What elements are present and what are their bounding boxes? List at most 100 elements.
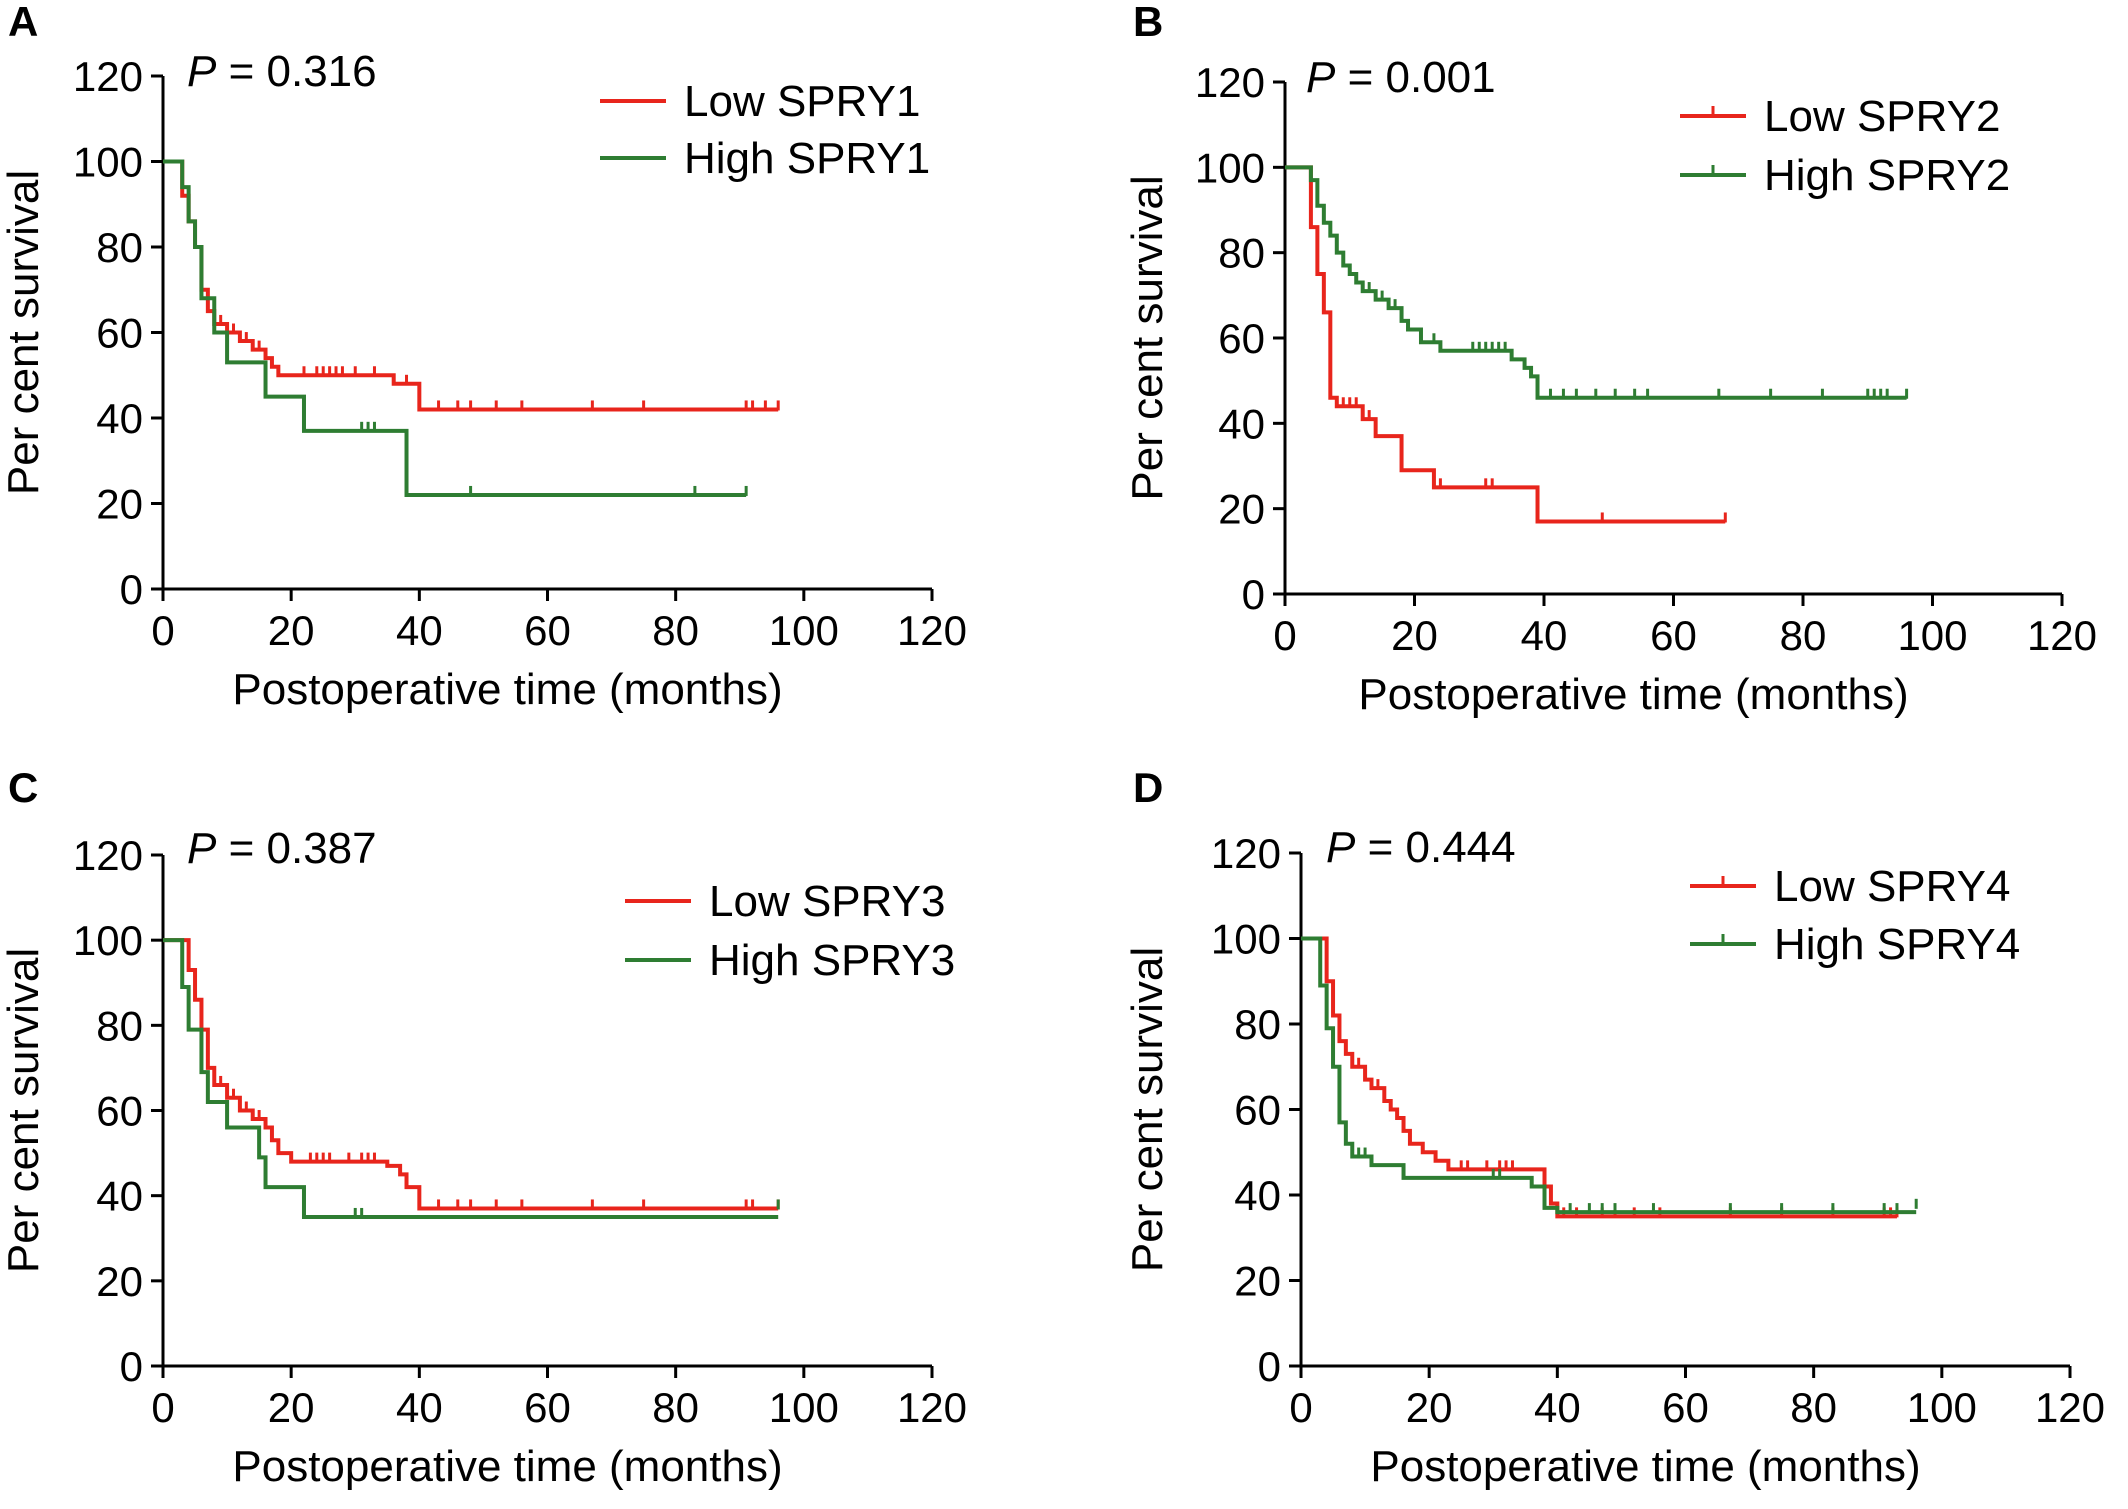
legend-label: Low SPRY2 bbox=[1764, 92, 2000, 141]
x-tick-label: 80 bbox=[1790, 1384, 1837, 1431]
x-tick-label: 20 bbox=[268, 607, 315, 654]
y-tick-label: 40 bbox=[96, 1173, 143, 1220]
y-tick-label: 20 bbox=[96, 1258, 143, 1305]
x-tick-label: 60 bbox=[524, 607, 571, 654]
y-axis-title: Per cent survival bbox=[0, 170, 48, 495]
y-tick-label: 80 bbox=[1218, 230, 1265, 277]
legend: Low SPRY1 High SPRY1 bbox=[600, 77, 930, 183]
x-tick-label: 80 bbox=[1780, 612, 1827, 659]
survival-curve bbox=[163, 159, 747, 497]
p-value: P = 0.387 bbox=[187, 824, 377, 873]
p-value-number: = 0.387 bbox=[216, 824, 376, 873]
survival-curve bbox=[1301, 936, 1917, 1215]
chart-panel-c: C 0 20 40 60 80 100 120 0 20 40 60 80 100 120 Postopera… bbox=[0, 764, 967, 1491]
legend: Low SPRY3 High SPRY3 bbox=[625, 877, 955, 985]
p-value: P = 0.316 bbox=[187, 47, 377, 96]
legend-label: High SPRY4 bbox=[1774, 920, 2020, 969]
x-tick-label: 100 bbox=[769, 607, 839, 654]
y-tick-label: 0 bbox=[1242, 571, 1265, 618]
x-tick-label: 40 bbox=[396, 1384, 443, 1431]
legend-label: Low SPRY4 bbox=[1774, 862, 2010, 911]
x-axis-title: Postoperative time (months) bbox=[232, 665, 782, 714]
y-tick-label: 20 bbox=[1234, 1258, 1281, 1305]
legend-label: High SPRY1 bbox=[684, 134, 930, 183]
y-tick-label: 120 bbox=[1195, 59, 1265, 106]
y-tick-label: 0 bbox=[120, 1343, 143, 1390]
x-tick-label: 20 bbox=[268, 1384, 315, 1431]
x-tick-label: 120 bbox=[2027, 612, 2097, 659]
y-tick-label: 40 bbox=[96, 395, 143, 442]
chart-panel-d: D 0 20 40 60 80 100 120 0 20 40 60 80 100 120 Postopera… bbox=[1123, 764, 2105, 1491]
series-low-spry3 bbox=[163, 938, 780, 1211]
panel-letter: C bbox=[8, 764, 38, 811]
chart-panel-b: B 0 20 40 60 80 100 120 0 20 40 60 80 100 120 Postopera… bbox=[1123, 0, 2097, 719]
p-value: P = 0.444 bbox=[1326, 823, 1516, 872]
x-tick-label: 0 bbox=[1273, 612, 1296, 659]
y-tick-label: 60 bbox=[1234, 1087, 1281, 1134]
x-tick-label: 0 bbox=[151, 607, 174, 654]
series-low-spry2 bbox=[1285, 165, 1727, 524]
y-tick-label: 120 bbox=[73, 832, 143, 879]
x-tick-label: 120 bbox=[897, 1384, 967, 1431]
y-axis-title: Per cent survival bbox=[1123, 947, 1172, 1272]
y-tick-label: 100 bbox=[73, 139, 143, 186]
x-tick-label: 60 bbox=[1662, 1384, 1709, 1431]
x-tick-label: 20 bbox=[1391, 612, 1438, 659]
y-tick-label: 60 bbox=[1218, 315, 1265, 362]
series-high-spry2 bbox=[1285, 165, 1909, 400]
legend: Low SPRY4 High SPRY4 bbox=[1690, 862, 2020, 969]
y-tick-label: 100 bbox=[73, 917, 143, 964]
survival-curve bbox=[1301, 936, 1897, 1219]
p-value-symbol: P bbox=[1326, 823, 1356, 872]
legend: Low SPRY2 High SPRY2 bbox=[1680, 92, 2010, 200]
y-tick-label: 20 bbox=[96, 481, 143, 528]
p-value-number: = 0.316 bbox=[216, 47, 376, 96]
x-tick-label: 80 bbox=[652, 607, 699, 654]
series-low-spry4 bbox=[1301, 936, 1899, 1219]
panel-letter: B bbox=[1133, 0, 1163, 45]
y-tick-label: 120 bbox=[73, 53, 143, 100]
x-tick-label: 100 bbox=[1907, 1384, 1977, 1431]
legend-label: High SPRY2 bbox=[1764, 151, 2010, 200]
survival-curve bbox=[163, 938, 779, 1211]
y-tick-label: 100 bbox=[1195, 144, 1265, 191]
y-tick-label: 40 bbox=[1218, 400, 1265, 447]
panel-letter: D bbox=[1133, 764, 1163, 811]
x-tick-label: 40 bbox=[1534, 1384, 1581, 1431]
x-tick-label: 80 bbox=[652, 1384, 699, 1431]
p-value-symbol: P bbox=[187, 47, 217, 96]
legend-label: Low SPRY1 bbox=[684, 77, 920, 126]
chart-panel-a: A 0 20 40 60 80 100 120 0 20 40 60 80 100 120 Postopera… bbox=[0, 0, 967, 714]
survival-curve bbox=[163, 938, 779, 1219]
p-value-symbol: P bbox=[1306, 53, 1336, 102]
y-tick-label: 0 bbox=[120, 566, 143, 613]
y-axis-title: Per cent survival bbox=[1123, 175, 1172, 500]
x-tick-label: 0 bbox=[151, 1384, 174, 1431]
y-tick-label: 100 bbox=[1211, 916, 1281, 963]
p-value-number: = 0.444 bbox=[1355, 823, 1515, 872]
legend-label: Low SPRY3 bbox=[709, 877, 945, 926]
y-tick-label: 120 bbox=[1211, 830, 1281, 877]
y-axis-title: Per cent survival bbox=[0, 948, 48, 1273]
p-value-symbol: P bbox=[187, 824, 217, 873]
x-tick-label: 0 bbox=[1289, 1384, 1312, 1431]
x-tick-label: 120 bbox=[2035, 1384, 2105, 1431]
y-tick-label: 20 bbox=[1218, 486, 1265, 533]
y-tick-label: 80 bbox=[1234, 1001, 1281, 1048]
survival-curve bbox=[163, 159, 779, 412]
x-tick-label: 20 bbox=[1406, 1384, 1453, 1431]
y-tick-label: 40 bbox=[1234, 1172, 1281, 1219]
x-tick-label: 100 bbox=[1897, 612, 1967, 659]
series-high-spry4 bbox=[1301, 936, 1918, 1215]
x-tick-label: 100 bbox=[769, 1384, 839, 1431]
series-high-spry1 bbox=[163, 159, 748, 497]
p-value-number: = 0.001 bbox=[1335, 53, 1495, 102]
series-high-spry3 bbox=[163, 938, 780, 1219]
x-tick-label: 120 bbox=[897, 607, 967, 654]
x-axis-title: Postoperative time (months) bbox=[1358, 670, 1908, 719]
y-tick-label: 60 bbox=[96, 1088, 143, 1135]
y-tick-label: 80 bbox=[96, 1002, 143, 1049]
survival-curve bbox=[1285, 165, 1907, 400]
series-low-spry1 bbox=[163, 159, 780, 412]
